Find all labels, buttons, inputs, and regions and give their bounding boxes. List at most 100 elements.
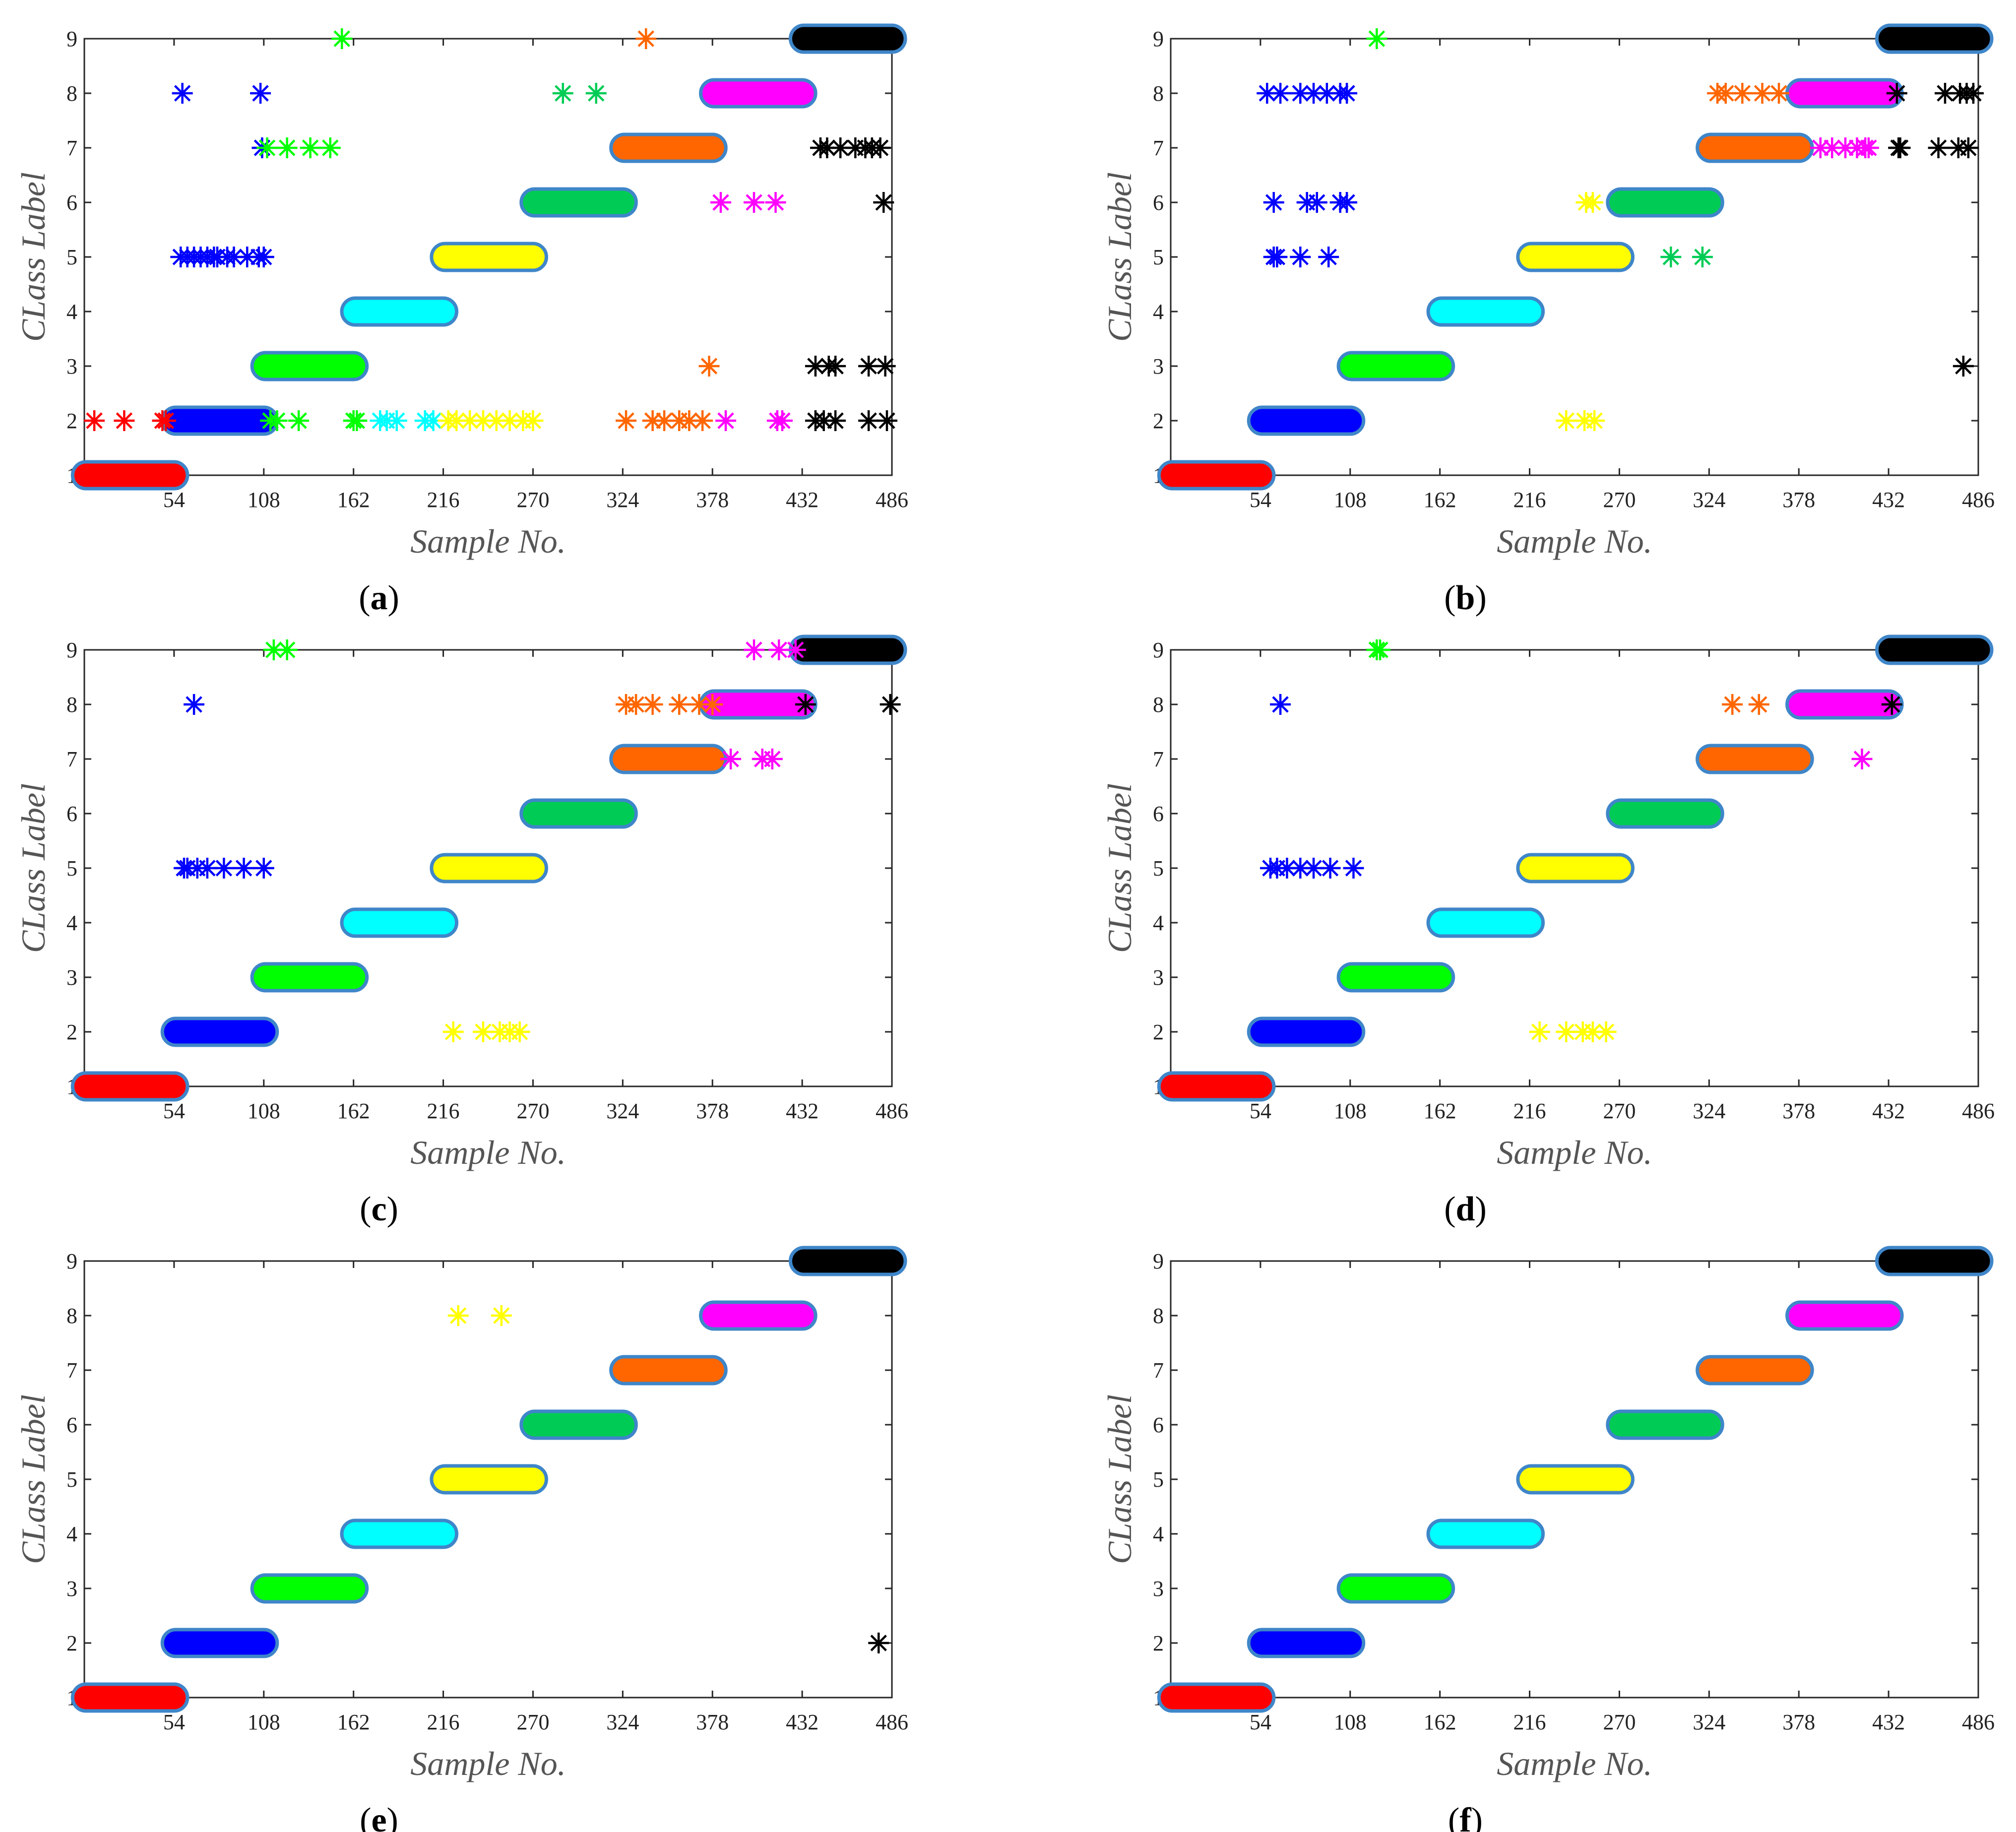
true-label-segment-class-2 xyxy=(1247,1016,1366,1047)
true-label-segment-class-9 xyxy=(788,23,907,54)
x-tick-label: 486 xyxy=(876,488,908,512)
caption-close-paren: ) xyxy=(387,1190,398,1228)
prediction-point-class-9 xyxy=(1888,137,1909,158)
prediction-series xyxy=(173,639,901,1042)
panel-caption: (f) xyxy=(1448,1801,1483,1832)
x-tick-label: 108 xyxy=(1334,1710,1367,1734)
prediction-point-class-8 xyxy=(715,410,737,431)
prediction-point-class-8 xyxy=(743,192,764,213)
panel-caption: (c) xyxy=(360,1190,398,1228)
x-tick-label: 432 xyxy=(1872,488,1905,512)
y-tick-label: 9 xyxy=(66,1249,77,1273)
caption-close-paren: ) xyxy=(1475,579,1486,617)
x-tick-label: 324 xyxy=(1693,1710,1725,1734)
x-tick-label: 162 xyxy=(1424,488,1456,512)
prediction-point-class-3 xyxy=(263,639,284,660)
prediction-point-class-3 xyxy=(319,137,341,158)
y-tick-label: 3 xyxy=(1153,354,1164,379)
prediction-point-class-3 xyxy=(256,137,278,158)
prediction-point-class-2 xyxy=(1257,83,1278,104)
x-tick-label: 162 xyxy=(1424,1099,1456,1123)
y-tick-label: 2 xyxy=(66,1020,77,1044)
true-label-segment-class-6 xyxy=(519,1409,638,1440)
y-axis-label: CLass Label xyxy=(1101,172,1138,342)
y-tick-label: 3 xyxy=(66,354,77,379)
prediction-point-class-6 xyxy=(1660,247,1682,267)
true-label-segment-class-5 xyxy=(430,1464,548,1495)
prediction-point-class-9 xyxy=(1953,356,1974,377)
y-axis-label: CLass Label xyxy=(14,1394,52,1564)
prediction-point-class-9 xyxy=(880,694,901,715)
true-label-segment-class-3 xyxy=(250,962,369,993)
y-tick-label: 7 xyxy=(1153,1358,1164,1383)
y-tick-label: 6 xyxy=(66,1413,77,1437)
x-tick-label: 270 xyxy=(516,1710,549,1734)
y-tick-label: 4 xyxy=(66,1522,77,1546)
prediction-point-class-7 xyxy=(635,28,657,49)
true-label-segment-class-5 xyxy=(1516,242,1635,272)
x-tick-label: 270 xyxy=(516,1099,549,1123)
y-tick-label: 9 xyxy=(66,638,77,662)
panel-a: 12345678954108162216270324378432486Sampl… xyxy=(14,23,908,617)
y-tick-label: 8 xyxy=(1153,693,1164,717)
true-label-segment-class-1 xyxy=(1157,460,1276,491)
x-tick-label: 270 xyxy=(1603,488,1636,512)
x-tick-label: 54 xyxy=(163,1710,185,1734)
x-tick-label: 432 xyxy=(1872,1710,1905,1734)
true-label-segment-class-9 xyxy=(1875,23,1994,54)
x-tick-label: 378 xyxy=(1782,1099,1815,1123)
prediction-point-class-7 xyxy=(1722,694,1743,715)
y-tick-label: 4 xyxy=(1153,911,1164,935)
y-axis-label: CLass Label xyxy=(14,783,52,953)
true-label-segment-class-7 xyxy=(609,132,728,163)
caption-open-paren: ( xyxy=(359,579,370,617)
x-tick-label: 378 xyxy=(1782,488,1815,512)
caption-open-paren: ( xyxy=(1448,1801,1459,1832)
y-tick-label: 5 xyxy=(66,245,77,269)
y-axis-label: CLass Label xyxy=(1101,1394,1138,1564)
x-tick-label: 108 xyxy=(248,1099,280,1123)
x-axis-label: Sample No. xyxy=(1497,1134,1652,1171)
prediction-point-class-5 xyxy=(447,1305,469,1326)
true-label-segment-class-7 xyxy=(609,1355,728,1386)
x-tick-label: 486 xyxy=(1962,1710,1995,1734)
caption-open-paren: ( xyxy=(1444,1190,1455,1228)
prediction-point-class-2 xyxy=(1336,192,1358,213)
prediction-point-class-2 xyxy=(1263,192,1284,213)
prediction-series xyxy=(1260,639,1902,1042)
prediction-point-class-8 xyxy=(761,749,783,769)
prediction-point-class-2 xyxy=(1270,83,1291,104)
prediction-point-class-7 xyxy=(702,694,723,715)
prediction-point-class-2 xyxy=(184,694,205,715)
x-tick-label: 486 xyxy=(1962,1099,1995,1123)
true-label-series xyxy=(70,1246,907,1713)
panel-caption: (d) xyxy=(1444,1190,1487,1228)
x-tick-label: 162 xyxy=(337,1099,370,1123)
true-label-segment-class-4 xyxy=(340,296,459,327)
prediction-point-class-2 xyxy=(1336,83,1358,104)
prediction-series xyxy=(84,28,897,431)
true-label-segment-class-5 xyxy=(1516,1464,1635,1495)
prediction-point-class-5 xyxy=(1595,1021,1617,1042)
true-label-segment-class-2 xyxy=(160,1628,279,1658)
caption-letter: d xyxy=(1456,1190,1475,1228)
prediction-point-class-9 xyxy=(1928,137,1949,158)
prediction-point-class-9 xyxy=(1935,83,1956,104)
prediction-point-class-2 xyxy=(196,858,218,879)
x-tick-label: 432 xyxy=(1872,1099,1905,1123)
x-axis-label: Sample No. xyxy=(410,522,566,560)
prediction-point-class-9 xyxy=(870,137,891,158)
true-label-series xyxy=(1157,634,1994,1102)
prediction-point-class-9 xyxy=(805,356,826,377)
prediction-point-class-1 xyxy=(114,410,135,431)
prediction-point-class-9 xyxy=(875,356,896,377)
panel-caption: (e) xyxy=(360,1801,398,1832)
true-label-segment-class-5 xyxy=(430,853,548,884)
x-tick-label: 378 xyxy=(696,1710,729,1734)
caption-letter: a xyxy=(371,579,388,617)
panel-c: 12345678954108162216270324378432486Sampl… xyxy=(14,634,908,1228)
caption-letter: e xyxy=(371,1801,386,1832)
y-tick-label: 7 xyxy=(1153,136,1164,160)
true-label-segment-class-1 xyxy=(70,1682,189,1713)
true-label-segment-class-9 xyxy=(788,634,907,665)
